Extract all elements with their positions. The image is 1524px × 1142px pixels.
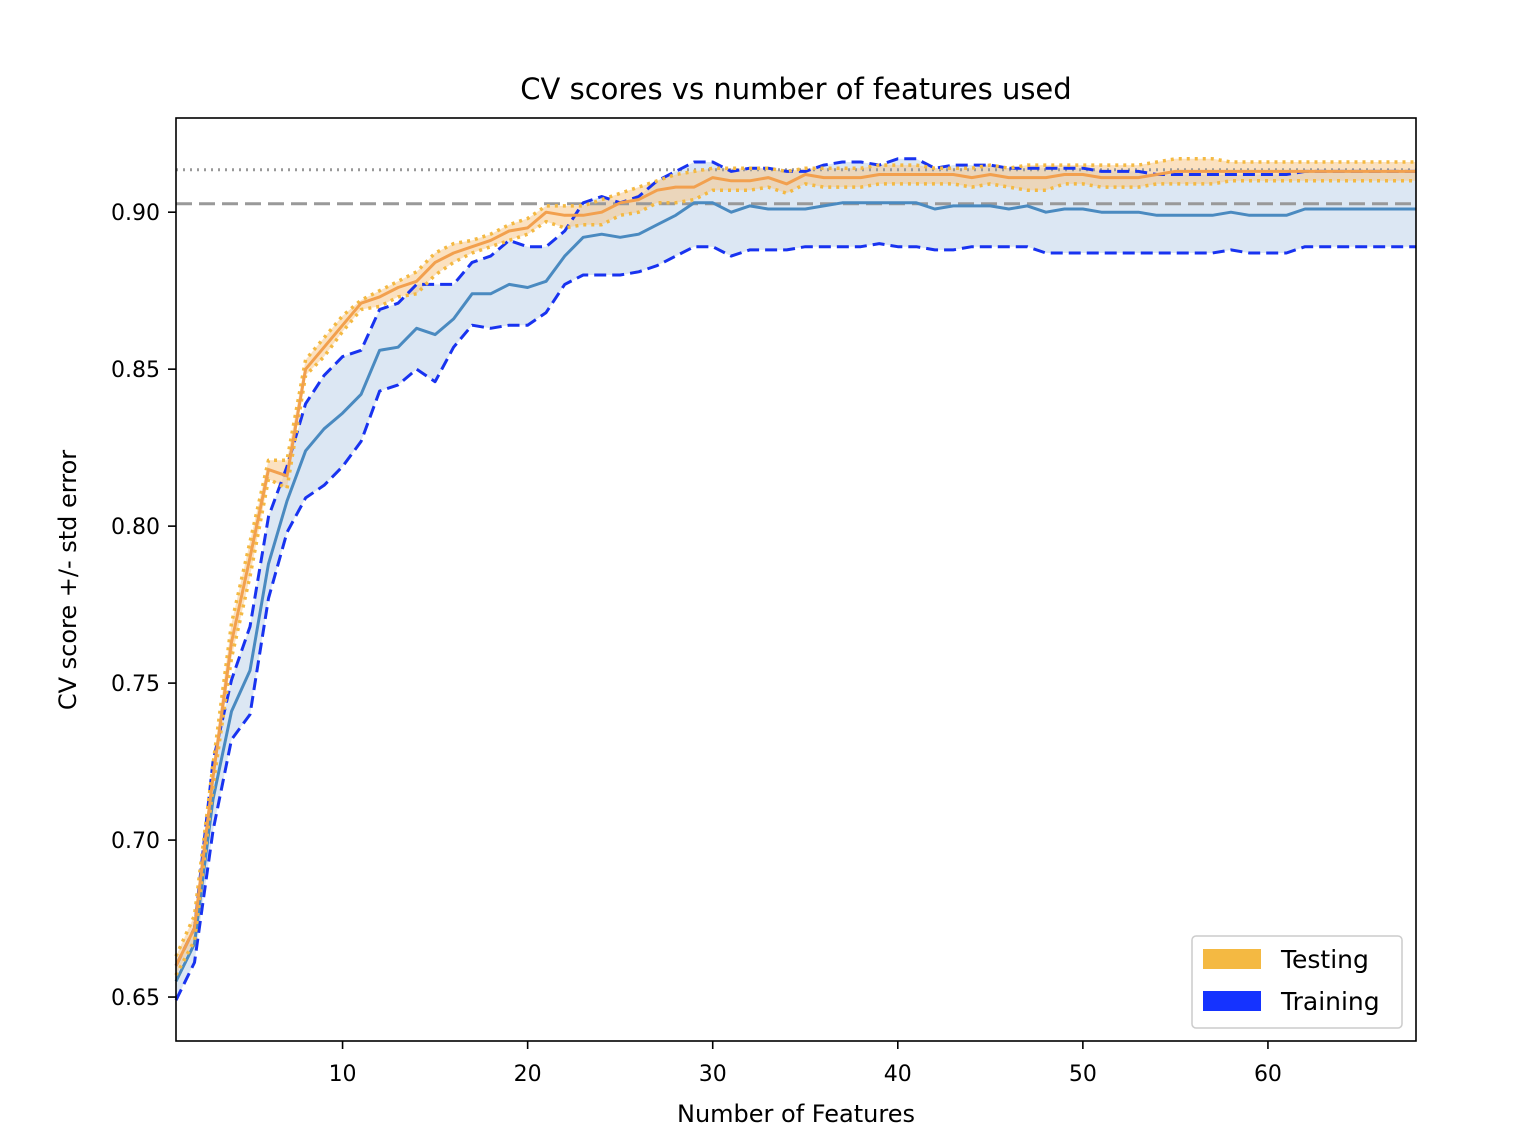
y-tick-label: 0.70 <box>111 829 160 854</box>
training-mean-line <box>174 201 1416 983</box>
x-tick-label: 30 <box>699 1062 727 1087</box>
plot-frame <box>175 117 1417 1042</box>
x-tick-label: 60 <box>1254 1062 1282 1087</box>
y-tick-label: 0.80 <box>111 515 160 540</box>
legend-label-training: Training <box>1280 987 1380 1016</box>
training-std-band <box>176 158 1416 1001</box>
x-axis-title: Number of Features <box>677 1100 915 1128</box>
x-tick-label: 50 <box>1069 1062 1097 1087</box>
x-axis: 10 20 30 40 50 60 <box>329 1041 1282 1087</box>
series-layer <box>174 157 1416 1001</box>
testing-mean-line <box>174 169 1416 967</box>
y-tick-label: 0.90 <box>111 201 160 226</box>
x-tick-label: 10 <box>329 1062 357 1087</box>
x-tick-label: 20 <box>514 1062 542 1087</box>
legend-swatch-testing <box>1203 949 1261 969</box>
x-tick-label: 40 <box>884 1062 912 1087</box>
legend: Testing Training <box>1191 935 1403 1029</box>
testing-lower-error-line <box>174 179 1416 976</box>
chart-title: CV scores vs number of features used <box>520 72 1071 106</box>
plot-area <box>176 158 1416 1001</box>
testing-upper-error-line <box>174 157 1416 957</box>
legend-swatch-training <box>1203 991 1261 1011</box>
y-axis: 0.65 0.70 0.75 0.80 0.85 0.90 <box>111 201 176 1011</box>
testing-std-band <box>176 158 1416 976</box>
y-tick-label: 0.65 <box>111 986 160 1011</box>
training-upper-error-line <box>174 157 1416 967</box>
y-tick-label: 0.75 <box>111 672 160 697</box>
y-axis-title: CV score +/- std error <box>54 450 82 710</box>
y-tick-label: 0.85 <box>111 358 160 383</box>
legend-label-testing: Testing <box>1280 945 1369 974</box>
